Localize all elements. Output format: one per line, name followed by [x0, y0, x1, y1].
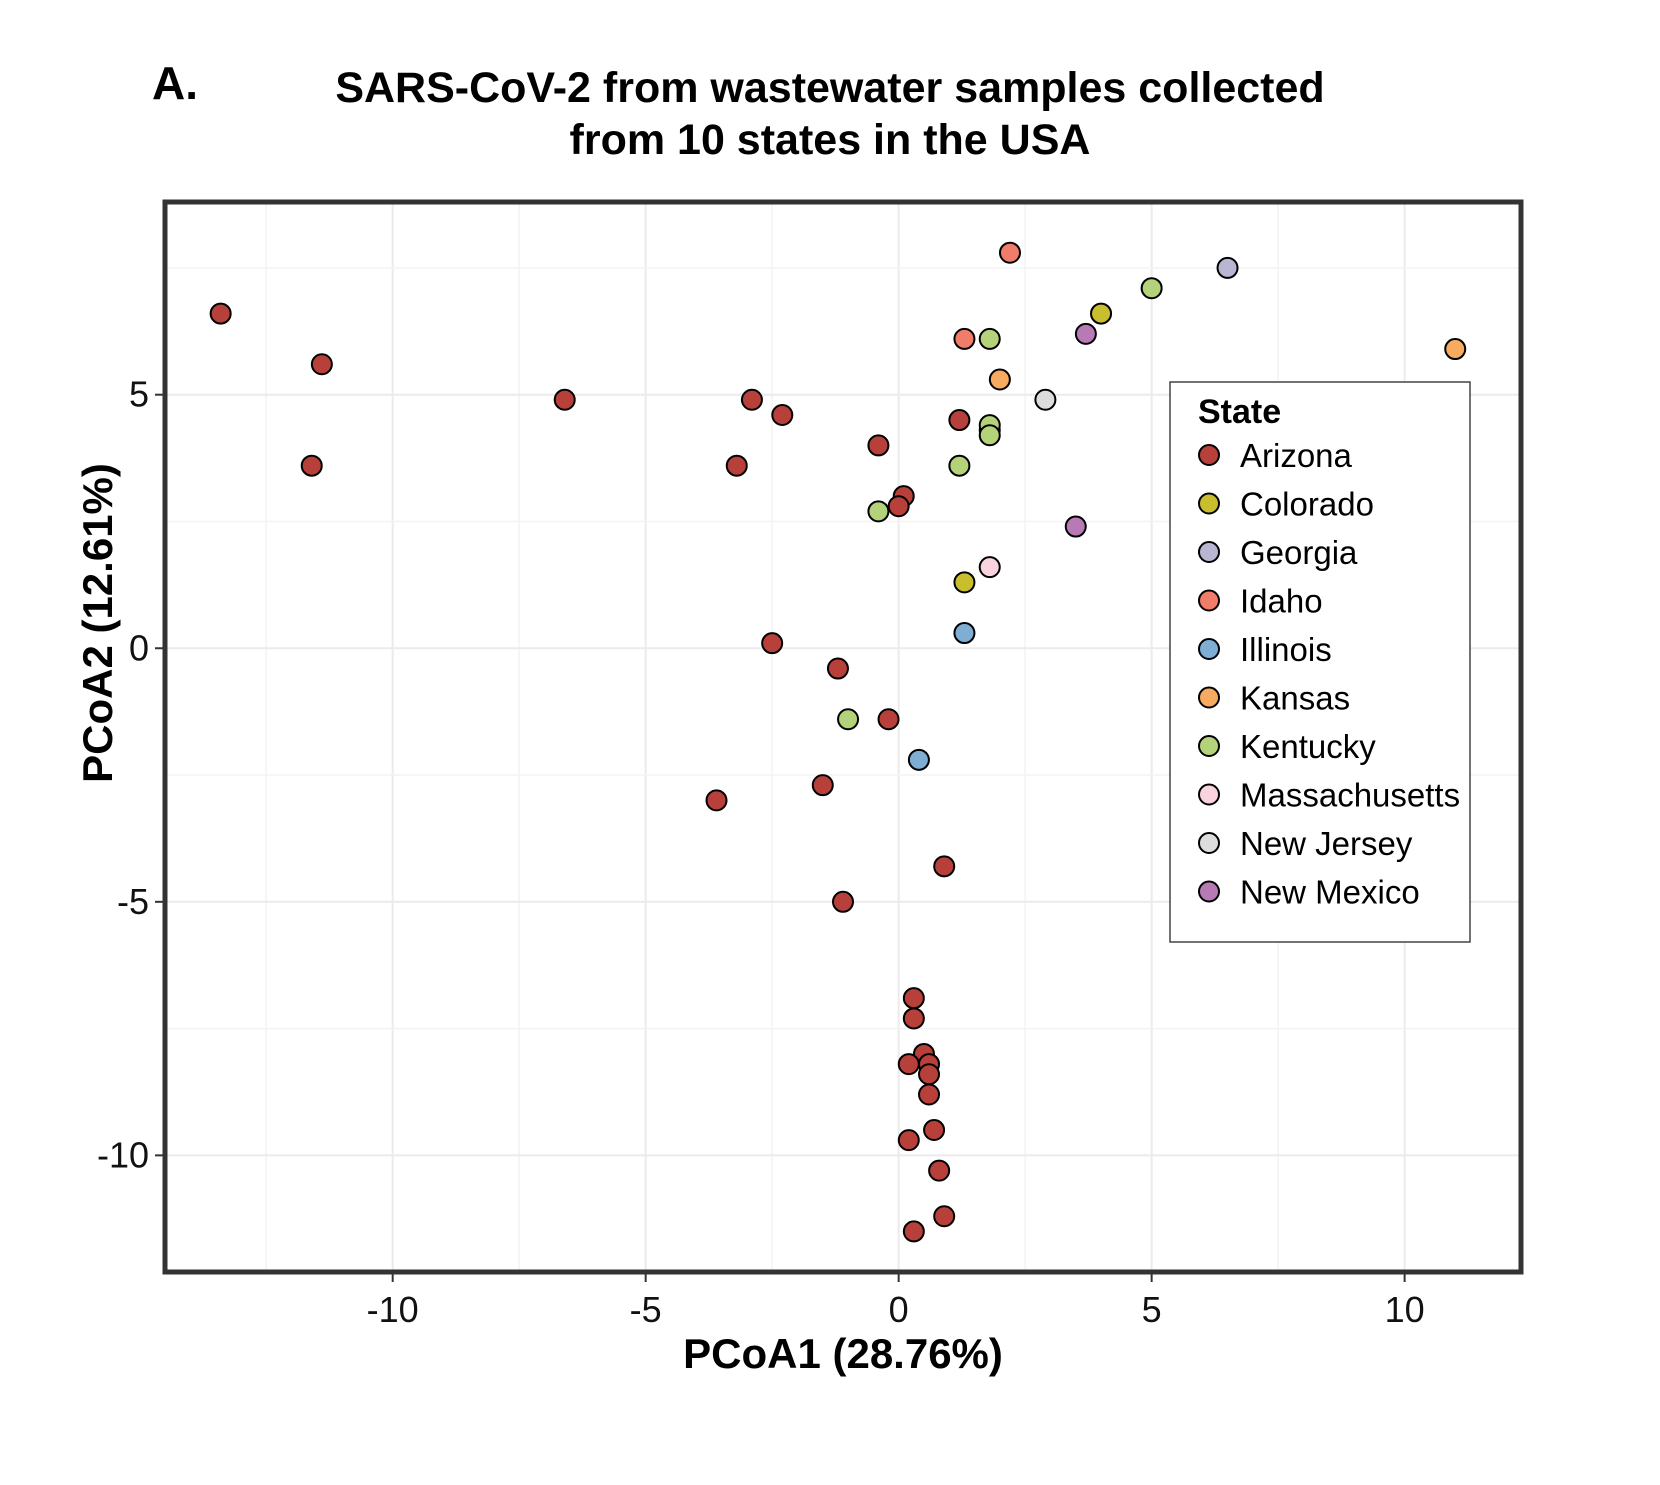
point-kansas	[1444, 338, 1467, 361]
point-colorado	[953, 571, 976, 594]
point-arizona	[761, 632, 784, 655]
plot-border	[162, 199, 1524, 1275]
point-arizona	[933, 1205, 956, 1228]
point-kansas	[988, 368, 1011, 391]
point-arizona	[897, 1129, 920, 1152]
point-arizona	[209, 302, 232, 325]
x-tick-label: 5	[1142, 1289, 1162, 1330]
point-new-mexico	[1064, 515, 1087, 538]
point-arizona	[902, 1220, 925, 1243]
legend-label-kansas: Kansas	[1240, 680, 1350, 717]
point-arizona	[918, 1063, 941, 1086]
point-arizona	[310, 353, 333, 376]
point-colorado	[1090, 302, 1113, 325]
point-arizona	[705, 789, 728, 812]
legend-key-kentucky	[1198, 735, 1220, 757]
point-arizona	[300, 454, 323, 477]
point-arizona	[887, 495, 910, 518]
point-arizona	[933, 855, 956, 878]
legend: State Arizona Colorado Georgia Idaho Illinoi…	[1169, 381, 1471, 943]
point-arizona	[725, 454, 748, 477]
point-illinois	[907, 748, 930, 771]
point-arizona	[811, 774, 834, 797]
legend-key-georgia	[1198, 541, 1220, 563]
legend-items: Arizona Colorado Georgia Idaho Illinois Kansa…	[1198, 437, 1460, 911]
legend-label-idaho: Idaho	[1240, 583, 1323, 620]
point-new-mexico	[1074, 322, 1097, 345]
point-arizona	[867, 434, 890, 457]
y-tick-label: 0	[129, 627, 149, 668]
point-arizona	[740, 388, 763, 411]
point-arizona	[771, 403, 794, 426]
point-kentucky	[837, 708, 860, 731]
x-tick-label: -5	[630, 1289, 662, 1330]
legend-key-massachusetts	[1198, 783, 1220, 806]
y-tick-label: 5	[129, 374, 149, 415]
point-illinois	[953, 622, 976, 645]
point-idaho	[953, 327, 976, 350]
y-axis-title: PCoA2 (12.61%)	[74, 463, 121, 783]
axis-ticks: -10 -5 0 5 10 -10 -5 0 5	[97, 374, 1425, 1330]
point-kentucky	[978, 424, 1001, 447]
point-arizona	[948, 409, 971, 432]
point-kentucky	[1140, 277, 1163, 300]
point-kentucky	[867, 500, 890, 523]
legend-box	[1169, 381, 1471, 943]
point-georgia	[1216, 256, 1239, 279]
x-axis-title: PCoA1 (28.76%)	[683, 1330, 1003, 1377]
legend-key-kansas	[1198, 686, 1220, 709]
legend-label-new-jersey: New Jersey	[1240, 825, 1413, 862]
point-arizona	[553, 388, 576, 411]
point-arizona	[826, 657, 849, 680]
legend-key-arizona	[1198, 444, 1220, 466]
legend-label-illinois: Illinois	[1240, 631, 1332, 668]
y-tick-label: -10	[97, 1134, 149, 1175]
chart-title-line-1: SARS-CoV-2 from wastewater samples colle…	[335, 64, 1325, 112]
point-kentucky	[978, 327, 1001, 350]
panel-label: A.	[152, 57, 198, 109]
point-arizona	[918, 1083, 941, 1106]
y-tick-label: -5	[117, 881, 149, 922]
point-arizona	[928, 1159, 951, 1182]
point-arizona	[897, 1053, 920, 1076]
point-kentucky	[948, 454, 971, 477]
legend-label-new-mexico: New Mexico	[1240, 874, 1420, 911]
data-points	[209, 241, 1467, 1243]
legend-key-idaho	[1198, 589, 1220, 612]
legend-title: State	[1198, 393, 1281, 431]
legend-key-new-mexico	[1198, 880, 1220, 903]
point-arizona	[877, 708, 900, 731]
legend-label-massachusetts: Massachusetts	[1240, 777, 1460, 814]
x-tick-label: 0	[889, 1289, 909, 1330]
legend-key-new-jersey	[1198, 832, 1220, 854]
legend-key-illinois	[1198, 638, 1220, 660]
point-new-jersey	[1034, 388, 1057, 411]
legend-label-arizona: Arizona	[1240, 437, 1353, 474]
x-tick-label: -10	[367, 1289, 419, 1330]
point-idaho	[998, 241, 1021, 264]
legend-key-colorado	[1198, 492, 1220, 515]
x-tick-label: 10	[1385, 1289, 1425, 1330]
point-massachusetts	[978, 556, 1001, 579]
legend-label-colorado: Colorado	[1240, 486, 1374, 523]
chart-title-line-2: from 10 states in the USA	[569, 116, 1091, 164]
point-arizona	[902, 1007, 925, 1030]
chart-title: SARS-CoV-2 from wastewater samples colle…	[230, 62, 1430, 166]
legend-label-georgia: Georgia	[1240, 534, 1358, 571]
point-arizona	[923, 1119, 946, 1142]
legend-label-kentucky: Kentucky	[1240, 728, 1376, 765]
point-arizona	[902, 987, 925, 1010]
point-arizona	[832, 890, 854, 913]
